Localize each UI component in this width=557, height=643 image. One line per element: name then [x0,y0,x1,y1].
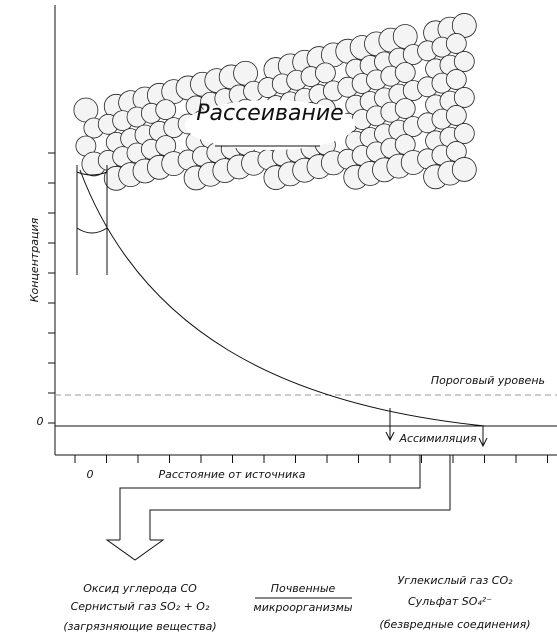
y-zero: 0 [37,415,44,428]
pollutant: Сернистый газ SO₂ + O₂ [71,600,210,613]
pollutant-note: (загрязняющие вещества) [63,620,216,633]
ticks [48,152,548,463]
pollutant: Оксид углерода CO [83,582,197,595]
puff [394,62,416,83]
puff [445,105,467,126]
chimney-detail [76,171,108,234]
product: Углекислый газ CO₂ [397,574,513,587]
label-bg [185,100,355,150]
puff [445,33,467,54]
puff [394,98,416,119]
assimilation-label: Ассимиляция [398,432,477,445]
threshold-label: Пороговый уровень [431,374,545,387]
puff [155,99,177,121]
concentration-curve [79,169,486,427]
x-zero: 0 [87,468,94,481]
agent: Почвенные [271,582,336,595]
puff [445,69,467,90]
puff [314,62,336,84]
product: Сульфат SO₄²⁻ [408,595,492,608]
puff [453,87,475,108]
flow-arrow [105,455,451,561]
cloud [73,13,477,191]
arrows [385,408,488,448]
puff [451,157,477,182]
cloud-label: Рассеивание [196,101,343,126]
agent: микроорганизмы [253,601,353,614]
product-note: (безвредные соединения) [379,618,530,631]
x-axis-label: Расстояние от источника [158,468,305,481]
puff [453,51,475,72]
y-axis-label: Концентрация [28,217,41,302]
puff [453,123,475,144]
